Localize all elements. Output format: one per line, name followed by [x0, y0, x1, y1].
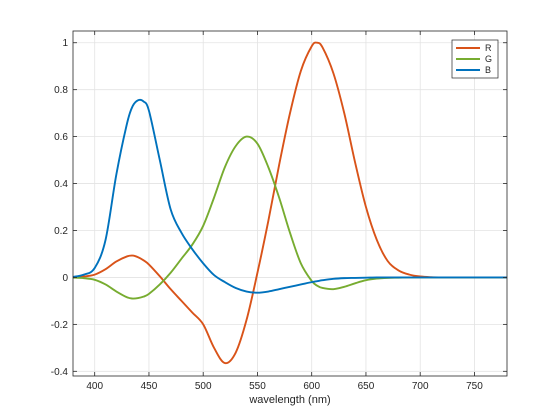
y-tick-label: 0.2: [54, 226, 68, 237]
y-tick-label: 0.6: [54, 132, 68, 143]
x-tick-label: 750: [466, 381, 483, 392]
y-tick-label: -0.4: [51, 367, 69, 378]
x-tick-label: 600: [303, 381, 320, 392]
x-tick-label: 700: [412, 381, 429, 392]
y-tick-label: -0.2: [51, 320, 69, 331]
legend: RGB: [451, 39, 499, 79]
x-tick-label: 400: [86, 381, 103, 392]
legend-label: B: [485, 65, 491, 75]
axes-box: [72, 30, 508, 377]
series-layer: [72, 41, 507, 365]
y-tick-label: 0.4: [54, 179, 68, 190]
x-axis-label: wavelength (nm): [248, 394, 330, 406]
y-tick-label: 0.8: [54, 85, 68, 96]
y-tick-label: 1: [62, 38, 68, 49]
legend-label: R: [485, 43, 492, 53]
x-tick-label: 450: [141, 381, 158, 392]
y-tick-label: 0: [62, 273, 68, 284]
series-line-b: [72, 98, 507, 294]
ticks: 400 450 500 550 600 650 700 750 -0.4 -0.2 0 0.2 0.4 0…: [51, 31, 507, 392]
plot-area: [73, 31, 507, 376]
x-tick-label: 550: [249, 381, 266, 392]
x-tick-label: 500: [195, 381, 212, 392]
x-tick-label: 650: [358, 381, 375, 392]
legend-label: G: [485, 54, 492, 64]
